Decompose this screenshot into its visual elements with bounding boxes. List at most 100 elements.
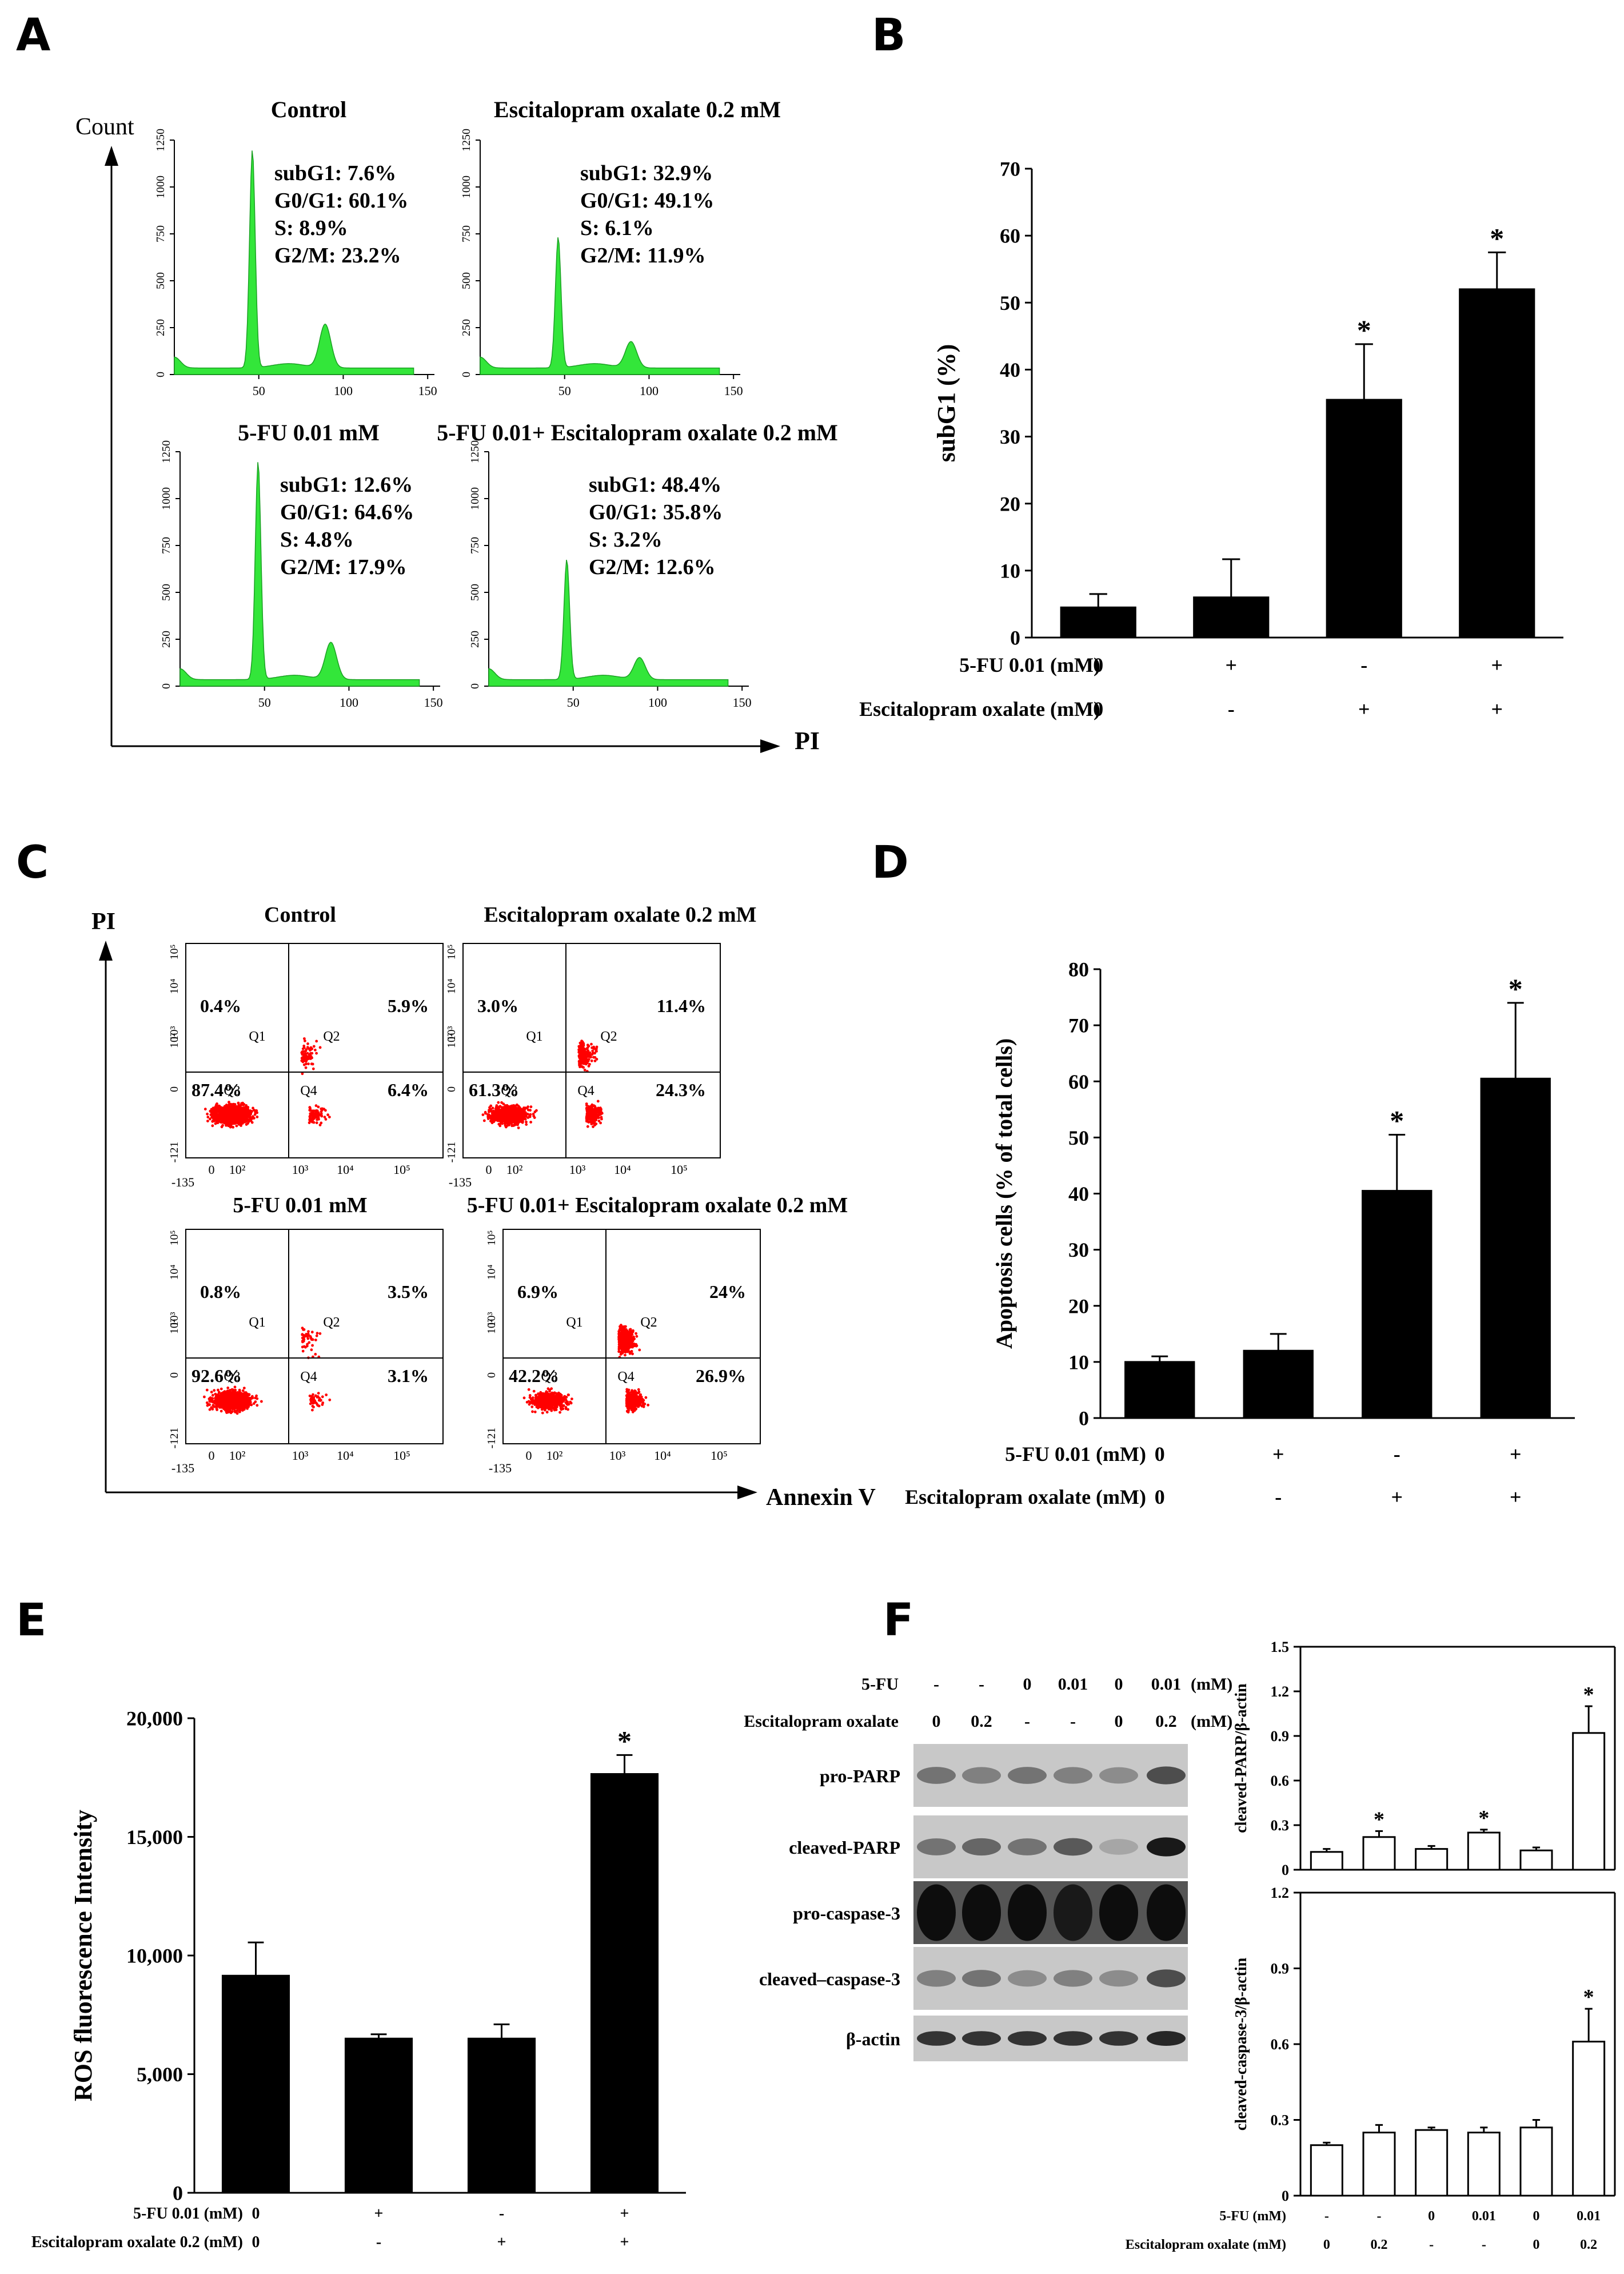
scatter-dot: [214, 1122, 217, 1125]
scatter-y-tick-label: 10³: [445, 1026, 458, 1041]
scatter-dot: [245, 1104, 248, 1107]
scatter-x-tick-label: 10³: [292, 1448, 309, 1463]
cell-cycle-stat: G2/M: 17.9%: [280, 555, 407, 579]
scatter-dot: [234, 1117, 237, 1120]
scatter-dot: [590, 1109, 593, 1112]
scatter-dot: [594, 1118, 597, 1122]
quadrant-name: Q2: [323, 1029, 340, 1044]
scatter-dot: [596, 1100, 600, 1103]
histogram-y-tick-label: 0: [160, 683, 173, 689]
quadrant-percent: 3.0%: [477, 995, 518, 1016]
histogram-y-tick-label: 750: [154, 225, 167, 242]
scatter-dot: [310, 1348, 313, 1352]
scatter-dot: [233, 1385, 237, 1389]
panel-label-f: F: [883, 1595, 913, 1646]
scatter-dot: [315, 1052, 318, 1055]
scatter-dot: [233, 1409, 237, 1412]
scatter-dot: [591, 1049, 594, 1053]
scatter-dot: [506, 1114, 509, 1117]
scatter-dot: [638, 1348, 641, 1352]
scatter-dot: [317, 1117, 320, 1121]
scatter-dot: [639, 1393, 642, 1396]
scatter-dot: [505, 1118, 508, 1121]
scatter-dot: [320, 1114, 323, 1117]
quadrant-name: Q4: [577, 1084, 594, 1098]
scatter-dot: [225, 1395, 229, 1399]
condition-value: 0: [1093, 654, 1103, 676]
scatter-dot: [493, 1113, 496, 1116]
scatter-dot: [309, 1112, 312, 1115]
scatter-dot: [306, 1337, 310, 1340]
scatter-dot: [315, 1334, 318, 1337]
scatter-dot: [591, 1105, 594, 1108]
scatter-dot: [580, 1065, 584, 1068]
cell-cycle-stat: G0/G1: 64.6%: [280, 500, 414, 524]
quadrant-name: Q1: [526, 1029, 542, 1044]
scatter-dot: [525, 1120, 528, 1124]
scatter-dot: [580, 1062, 583, 1065]
histogram-y-tick-label: 250: [460, 319, 473, 336]
scatter-dot: [632, 1329, 635, 1332]
scatter-dot: [225, 1124, 228, 1127]
scatter-dot: [528, 1396, 532, 1399]
scatter-dot: [243, 1408, 246, 1411]
scatter-y-tick-label: 10²: [445, 1033, 458, 1048]
quadrant-name: Q4: [300, 1369, 317, 1384]
cell-cycle-stat: subG1: 12.6%: [280, 473, 413, 497]
scatter-x-tick-label: 10⁵: [671, 1162, 688, 1177]
histogram-y-tick-label: 250: [469, 631, 481, 648]
scatter-dot: [308, 1341, 311, 1344]
scatter-dot: [500, 1101, 503, 1104]
cell-cycle-stat: subG1: 32.9%: [580, 161, 713, 185]
scatter-dot: [310, 1062, 313, 1066]
scatter-x-tick-label: 10⁴: [337, 1448, 354, 1463]
scatter-dot: [231, 1391, 234, 1393]
scatter-dot: [216, 1403, 219, 1406]
scatter-dot: [617, 1330, 621, 1333]
scatter-dot: [518, 1106, 522, 1110]
scatter-dot: [221, 1401, 224, 1404]
scatter-dot: [310, 1118, 313, 1121]
scatter-dot: [596, 1114, 600, 1117]
scatter-dot: [515, 1118, 518, 1122]
y-axis-label: subG1 (%): [932, 344, 960, 463]
scatter-dot: [301, 1050, 304, 1054]
scatter-dot: [214, 1111, 217, 1114]
scatter-dot: [489, 1120, 492, 1123]
scatter-dot: [218, 1108, 222, 1111]
scatter-dot: [317, 1404, 321, 1408]
scatter-dot: [535, 1109, 538, 1112]
scatter-x-tick-label: 0: [209, 1162, 215, 1177]
scatter-dot: [229, 1397, 232, 1400]
scatter-dot: [531, 1410, 534, 1413]
scatter-dot: [310, 1396, 314, 1399]
scatter-dot: [229, 1411, 233, 1415]
scatter-dot: [579, 1051, 582, 1054]
scatter-dot: [233, 1397, 237, 1400]
histogram-x-tick-label: 100: [640, 384, 659, 398]
scatter-dot: [532, 1112, 535, 1116]
scatter-dot: [594, 1122, 598, 1125]
significance-star: *: [1490, 222, 1504, 254]
quadrant-percent: 0.8%: [200, 1281, 241, 1302]
scatter-dot: [224, 1120, 226, 1123]
scatter-dot: [321, 1108, 324, 1112]
scatter-x-tick-label: 10⁴: [614, 1162, 631, 1177]
histogram-x-tick-label: 50: [258, 695, 271, 710]
scatter-dot: [593, 1052, 596, 1055]
scatter-dot: [530, 1405, 534, 1408]
y-tick-label: 50: [1000, 292, 1020, 314]
scatter-dot: [217, 1395, 221, 1399]
histogram-x-tick-label: 100: [334, 384, 353, 398]
scatter-dot: [221, 1124, 224, 1127]
panel-c-y-axis-label: PI: [91, 909, 115, 935]
scatter-dot: [315, 1040, 318, 1043]
histogram-y-tick-label: 1250: [160, 440, 173, 463]
condition-value: +: [1225, 654, 1237, 676]
scatter-dot: [238, 1403, 242, 1406]
panel-a-y-axis-label: Count: [75, 114, 134, 140]
scatter-dot: [211, 1393, 214, 1397]
scatter-dot: [206, 1112, 209, 1116]
y-tick-label: 70: [1000, 158, 1020, 181]
scatter-dot: [206, 1120, 209, 1122]
